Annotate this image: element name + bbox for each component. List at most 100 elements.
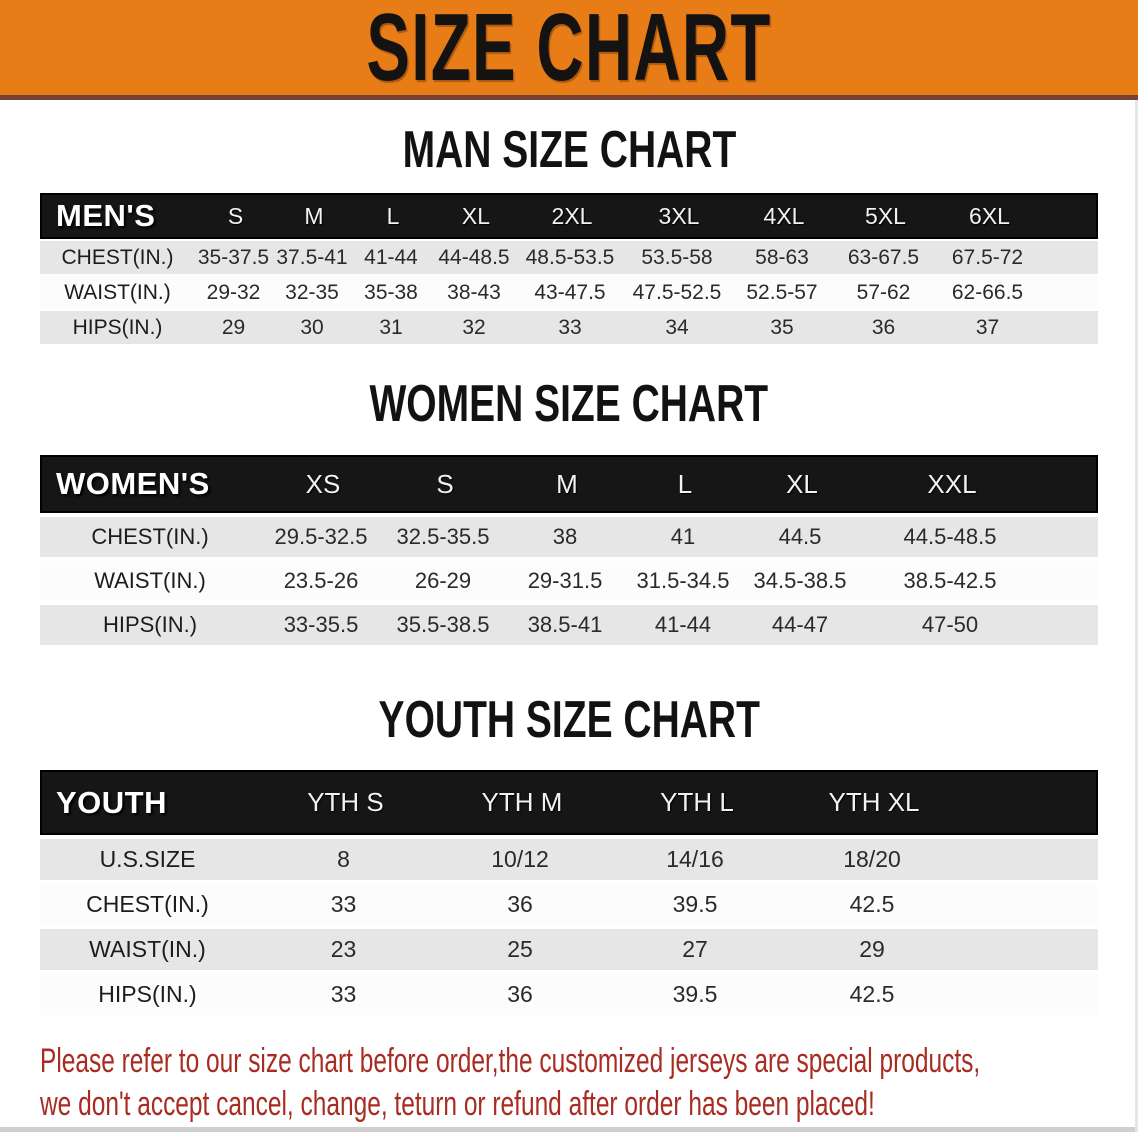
table-cell: 58-63 [755,245,809,269]
men-table-corner-label: MEN'S [56,198,156,233]
table-cell: 41-44 [654,612,712,637]
size-column-header: M [556,468,578,499]
table-cell: 67.5-72 [951,245,1024,269]
table-cell: 31.5-34.5 [636,568,730,593]
youth-hips-row: HIPS(IN.) 33 36 39.5 42.5 [40,974,1098,1015]
size-column-header: YTH S [307,787,384,817]
table-cell: 42.5 [849,891,895,917]
row-label: WAIST(IN.) [64,280,171,304]
table-cell: 25 [507,936,533,962]
table-cell: 23.5-26 [283,568,359,593]
size-column-header: YTH M [481,787,563,817]
women-size-table: WOMEN'S XS S M L XL XXL CHEST(IN.) 29.5-… [40,455,1098,645]
table-cell: 41-44 [364,245,418,269]
table-cell: 33 [330,981,357,1007]
table-cell: 29 [221,315,246,339]
youth-chest-row: CHEST(IN.) 33 36 39.5 42.5 [40,884,1098,925]
table-cell: 35-37.5 [197,245,270,269]
table-cell: 29-31.5 [527,568,603,593]
men-table-header-row: MEN'S S M L XL 2XL 3XL 4XL 5XL 6XL [40,193,1098,239]
size-column-header: XXL [927,468,977,499]
size-column-header: XL [786,468,818,499]
women-hips-row: HIPS(IN.) 33-35.5 35.5-38.5 38.5-41 41-4… [40,605,1098,645]
size-chart-banner: SIZE CHART [0,0,1138,101]
men-waist-row: WAIST(IN.) 29-32 32-35 35-38 38-43 43-47… [40,276,1098,309]
row-filler-cell [1040,605,1098,645]
table-cell: 36 [871,315,896,339]
table-cell: 62-66.5 [951,280,1024,304]
table-cell: 38.5-41 [527,612,603,637]
table-cell: 38 [552,524,578,549]
row-label: HIPS(IN.) [72,315,163,339]
size-column-header: S [436,468,454,499]
row-label: CHEST(IN.) [86,891,209,917]
size-column-header: M [304,202,324,229]
table-cell: 10/12 [491,846,549,872]
table-cell: 18/20 [843,846,901,872]
table-cell: 63-67.5 [847,245,920,269]
row-filler-cell [1040,517,1098,557]
table-cell: 32.5-35.5 [396,524,490,549]
table-cell: 35 [770,315,794,339]
table-cell: 33-35.5 [283,612,359,637]
table-cell: 31 [379,315,403,339]
order-notice: Please refer to our size chart before or… [40,1040,1138,1126]
size-column-header: XL [461,202,491,229]
table-cell: 47-50 [921,612,979,637]
table-cell: 33 [330,891,357,917]
table-cell: 29.5-32.5 [274,524,368,549]
women-section-title: WOMEN SIZE CHART [0,378,1138,430]
youth-size-table: YOUTH YTH S YTH M YTH L YTH XL U.S.SIZE … [40,770,1098,1015]
row-label: U.S.SIZE [99,846,196,872]
header-filler-cell [964,772,1096,833]
row-label: WAIST(IN.) [89,936,206,962]
table-cell: 39.5 [672,981,718,1007]
row-filler-cell [962,884,1098,925]
women-table-corner-label: WOMEN'S [56,466,210,501]
row-label: CHEST(IN.) [91,524,209,549]
table-cell: 52.5-57 [746,280,818,304]
size-column-header: 2XL [551,202,593,229]
table-cell: 35.5-38.5 [396,612,490,637]
table-cell: 37.5-41 [276,245,348,269]
table-cell: 34 [665,315,689,339]
table-cell: 43-47.5 [534,280,606,304]
row-filler-cell [1040,311,1098,344]
row-label: HIPS(IN.) [102,612,198,637]
table-cell: 23 [330,936,357,962]
table-cell: 8 [337,846,350,872]
order-notice-line-1: Please refer to our size chart before or… [40,1042,981,1080]
size-column-header: L [386,202,400,229]
men-chest-row: CHEST(IN.) 35-37.5 37.5-41 41-44 44-48.5… [40,241,1098,274]
table-cell: 48.5-53.5 [525,245,615,269]
table-cell: 44-47 [771,612,829,637]
size-column-header: 3XL [658,202,700,229]
size-column-header: XS [305,468,341,499]
row-filler-cell [962,839,1098,880]
men-section-title-text: MAN SIZE CHART [402,121,736,179]
banner-title: SIZE CHART [366,0,772,101]
table-cell: 34.5-38.5 [753,568,847,593]
men-hips-row: HIPS(IN.) 29 30 31 32 33 34 35 36 37 [40,311,1098,344]
table-cell: 32 [462,315,486,339]
table-cell: 36 [507,891,533,917]
row-filler-cell [1040,241,1098,274]
youth-table-header-row: YOUTH YTH S YTH M YTH L YTH XL [40,770,1098,835]
table-cell: 53.5-58 [641,245,713,269]
size-column-header: YTH L [660,787,734,817]
youth-waist-row: WAIST(IN.) 23 25 27 29 [40,929,1098,970]
table-cell: 14/16 [666,846,724,872]
table-cell: 44-48.5 [438,245,510,269]
table-cell: 47.5-52.5 [632,280,722,304]
women-table-header-row: WOMEN'S XS S M L XL XXL [40,455,1098,513]
table-cell: 32-35 [285,280,339,304]
size-column-header: S [227,202,244,229]
table-cell: 42.5 [849,981,895,1007]
table-cell: 36 [507,981,533,1007]
row-filler-cell [962,974,1098,1015]
table-cell: 37 [975,315,1000,339]
women-chest-row: CHEST(IN.) 29.5-32.5 32.5-35.5 38 41 44.… [40,517,1098,557]
header-filler-cell [1042,457,1096,511]
table-cell: 27 [682,936,708,962]
